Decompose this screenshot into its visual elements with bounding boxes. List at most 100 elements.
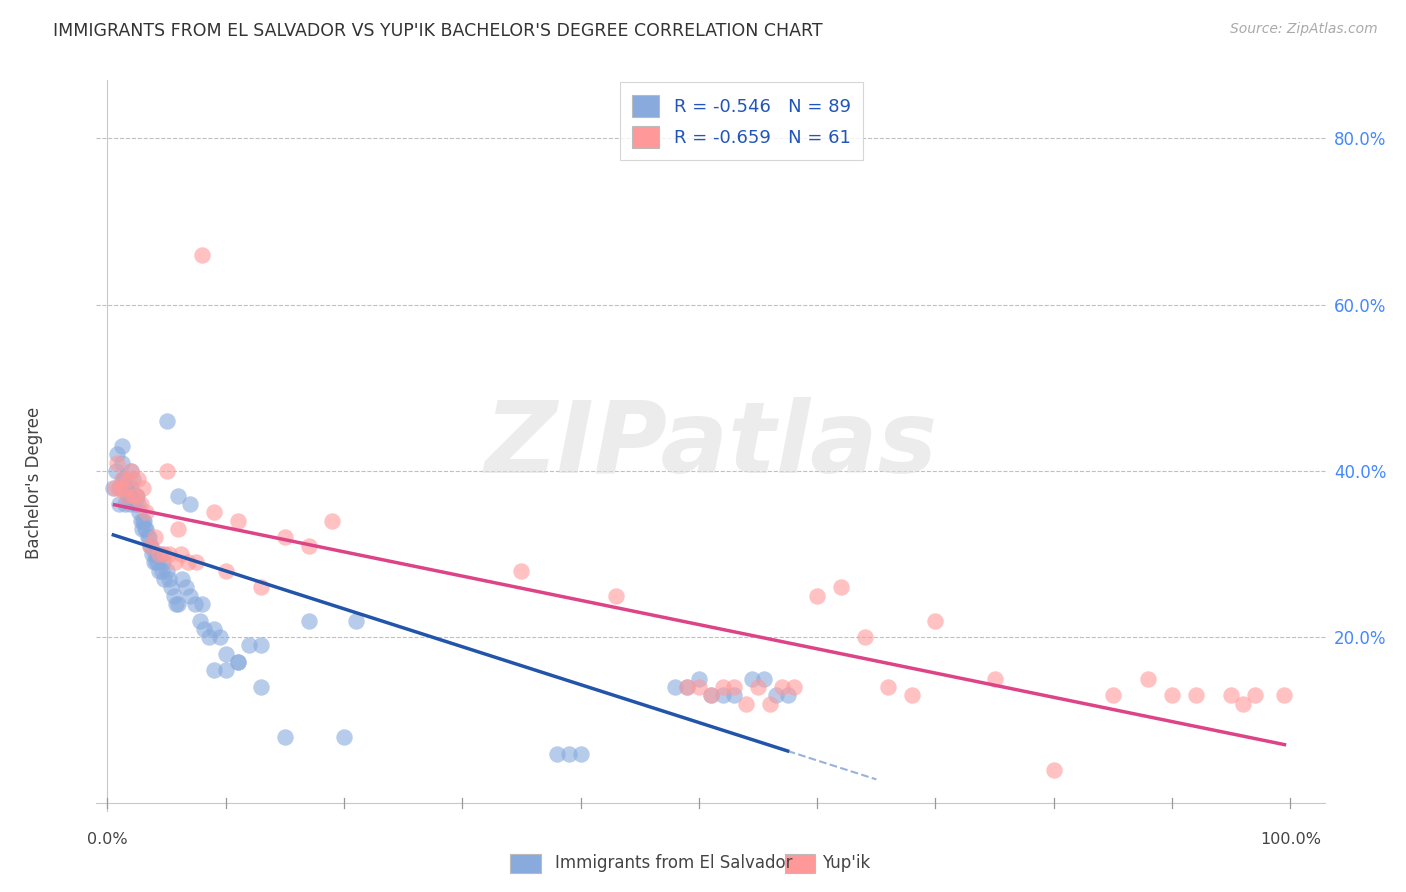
Point (853, 630, 876, 644)
Point (111, 472, 134, 486)
Point (136, 530, 159, 544)
Point (122, 489, 145, 503)
Point (830, 580, 852, 594)
Point (115, 481, 138, 495)
Point (297, 614, 319, 628)
Point (108, 481, 131, 495)
Point (155, 564, 177, 578)
Point (700, 689, 723, 703)
Point (134, 522, 156, 536)
Point (157, 547, 180, 561)
Point (510, 564, 533, 578)
Point (118, 497, 141, 511)
Point (202, 506, 225, 520)
Point (250, 680, 273, 694)
Point (153, 572, 176, 586)
Point (711, 689, 734, 703)
Point (226, 514, 249, 528)
Point (139, 539, 162, 553)
Point (605, 589, 627, 603)
Point (121, 489, 143, 503)
Point (569, 747, 592, 761)
Point (924, 614, 946, 628)
Point (688, 672, 710, 686)
Point (155, 464, 177, 478)
Point (112, 481, 135, 495)
Point (132, 514, 155, 528)
Point (139, 539, 162, 553)
Point (215, 564, 238, 578)
Point (226, 655, 249, 669)
Point (297, 539, 319, 553)
Point (150, 564, 173, 578)
Point (747, 680, 769, 694)
Point (143, 530, 166, 544)
Point (103, 481, 125, 495)
Point (143, 547, 166, 561)
Point (806, 589, 828, 603)
Point (132, 481, 155, 495)
Point (1184, 689, 1206, 703)
Point (165, 597, 187, 611)
Point (104, 464, 127, 478)
Point (188, 614, 211, 628)
Point (132, 514, 155, 528)
Point (148, 547, 170, 561)
Point (120, 481, 142, 495)
Point (114, 497, 136, 511)
Point (765, 689, 787, 703)
Point (770, 680, 793, 694)
Point (108, 497, 131, 511)
Point (149, 547, 172, 561)
Point (238, 639, 260, 653)
Point (983, 672, 1005, 686)
Point (141, 547, 163, 561)
Point (782, 680, 804, 694)
Bar (510, 854, 541, 873)
Point (167, 597, 190, 611)
Point (145, 555, 167, 569)
Point (163, 589, 186, 603)
Point (735, 697, 758, 711)
Point (215, 664, 238, 678)
Point (146, 547, 169, 561)
Point (129, 497, 152, 511)
Point (1137, 672, 1160, 686)
Point (167, 522, 190, 536)
Point (160, 580, 183, 594)
Point (135, 506, 157, 520)
Point (1244, 689, 1267, 703)
Text: Yup'ik: Yup'ik (823, 855, 870, 872)
Point (700, 689, 723, 703)
Text: 100.0%: 100.0% (1260, 832, 1320, 847)
Point (711, 680, 734, 694)
Point (141, 539, 163, 553)
Point (148, 555, 170, 569)
Point (1220, 689, 1243, 703)
Point (558, 747, 581, 761)
Point (546, 747, 568, 761)
Point (179, 589, 201, 603)
Point (208, 630, 231, 644)
Point (142, 555, 165, 569)
Point (111, 472, 134, 486)
Point (274, 530, 297, 544)
Point (1042, 763, 1064, 777)
Point (676, 680, 699, 694)
Point (125, 489, 148, 503)
Point (184, 597, 207, 611)
Point (723, 680, 745, 694)
Text: Bachelor's Degree: Bachelor's Degree (25, 407, 44, 558)
Point (152, 555, 174, 569)
Point (125, 489, 148, 503)
Point (193, 622, 215, 636)
Point (202, 664, 225, 678)
Text: ZIPatlas: ZIPatlas (484, 398, 938, 494)
Point (250, 639, 273, 653)
Text: Immigrants from El Salvador: Immigrants from El Salvador (555, 855, 793, 872)
Point (226, 655, 249, 669)
Point (127, 497, 149, 511)
Point (202, 622, 225, 636)
Point (198, 630, 221, 644)
Point (776, 689, 799, 703)
